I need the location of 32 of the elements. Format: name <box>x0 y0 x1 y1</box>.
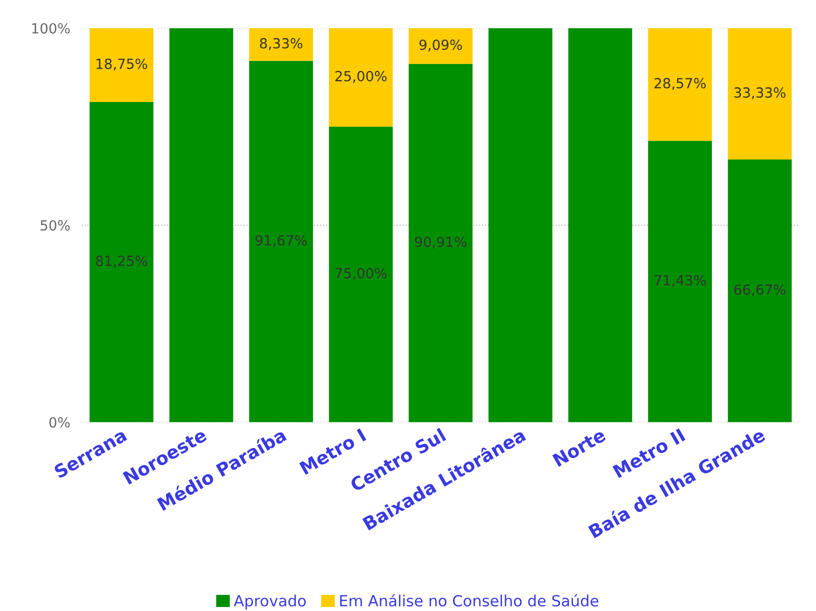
data-label: 28,57% <box>654 78 706 90</box>
data-label: 81,25% <box>96 256 148 268</box>
legend-label: Aprovado <box>234 594 306 610</box>
data-label: 25,00% <box>335 70 387 83</box>
bar <box>408 64 473 422</box>
bar <box>728 28 792 160</box>
bar <box>169 28 234 422</box>
bar <box>328 28 393 127</box>
data-label: 71,43% <box>654 274 706 287</box>
data-label: 18,75% <box>96 58 148 70</box>
bar <box>488 28 552 422</box>
data-label: 9,09% <box>419 40 462 52</box>
bar <box>90 102 154 422</box>
legend-label: Em Análise no Conselho de Saúde <box>340 594 598 607</box>
bar <box>90 28 154 102</box>
data-label: 8,33% <box>260 38 302 50</box>
y-tick-label: 100% <box>32 23 70 34</box>
bar <box>568 28 632 422</box>
data-label: 91,67% <box>255 235 307 248</box>
bar <box>728 159 792 422</box>
data-label: 66,67% <box>734 284 786 296</box>
bar <box>648 28 712 141</box>
bar <box>648 140 712 422</box>
bar <box>328 126 393 422</box>
y-tick-label: 0% <box>49 417 70 428</box>
data-label: 33,33% <box>734 87 786 100</box>
bar <box>249 28 313 61</box>
y-tick-label: 50% <box>40 220 70 231</box>
data-label: 75,00% <box>336 268 387 280</box>
bar <box>408 28 473 64</box>
data-label: 90,91% <box>415 236 466 249</box>
bar <box>249 60 313 422</box>
